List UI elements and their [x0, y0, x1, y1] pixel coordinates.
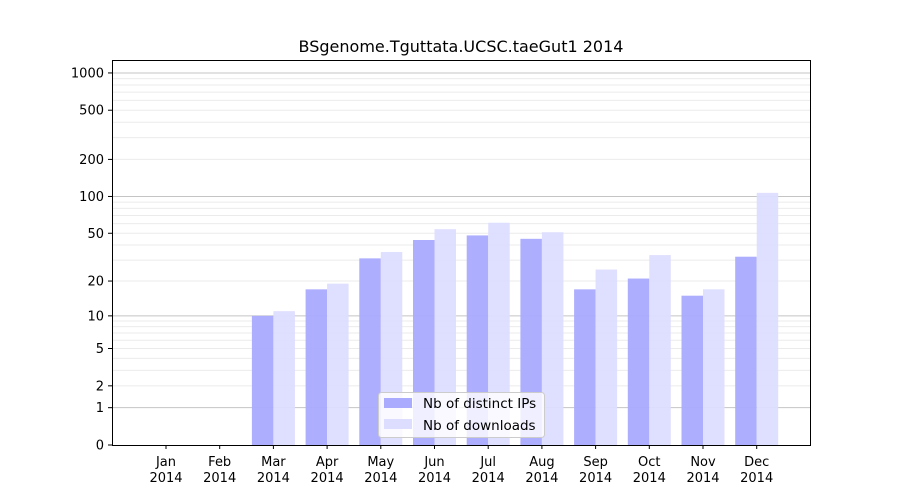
y-tick-label: 1 [96, 401, 104, 416]
bar-distinct-ips [359, 258, 381, 445]
x-tick-label-month: Oct [638, 455, 660, 470]
chart-title: BSgenome.Tguttata.UCSC.taeGut1 2014 [299, 37, 624, 56]
legend-label-downloads: Nb of downloads [423, 418, 536, 434]
bar-downloads [595, 269, 618, 445]
bar-distinct-ips [627, 278, 650, 445]
x-tick-label-year: 2014 [633, 471, 666, 486]
legend-label-ips: Nb of distinct IPs [423, 396, 536, 412]
y-tick-label: 50 [87, 227, 104, 242]
bar-downloads [273, 311, 295, 445]
y-tick-label: 1000 [71, 66, 104, 81]
bar-distinct-ips [251, 315, 274, 445]
bar-downloads [649, 255, 671, 445]
x-tick-label-year: 2014 [579, 471, 612, 486]
x-tick-label-year: 2014 [364, 471, 397, 486]
bar-downloads [434, 229, 456, 445]
y-tick-label: 5 [96, 342, 104, 357]
y-tick-label: 20 [87, 275, 104, 290]
bar-distinct-ips [681, 295, 703, 445]
y-tick-label: 10 [87, 309, 104, 324]
x-tick-label-month: Jul [479, 455, 496, 470]
x-tick-label-year: 2014 [311, 471, 344, 486]
bar-downloads [488, 222, 510, 445]
x-tick-label-year: 2014 [418, 471, 451, 486]
bar-downloads [541, 232, 564, 445]
bar-distinct-ips [574, 289, 596, 445]
x-tick-label-month: Jun [423, 455, 444, 470]
bar-distinct-ips [305, 289, 328, 445]
legend-swatch-ips [384, 398, 412, 408]
x-tick-label-month: Jan [155, 455, 176, 470]
legend-swatch-downloads [384, 419, 412, 429]
x-tick-label-year: 2014 [740, 471, 773, 486]
y-tick-label: 500 [79, 104, 104, 119]
x-tick-label-year: 2014 [203, 471, 236, 486]
x-tick-label-year: 2014 [149, 471, 182, 486]
bar-downloads [327, 283, 349, 445]
y-tick-label: 0 [96, 439, 104, 454]
x-tick-label-month: Mar [261, 455, 286, 470]
x-tick-label-year: 2014 [686, 471, 719, 486]
x-tick-label-month: Dec [744, 455, 769, 470]
plot-frame [112, 60, 811, 446]
x-tick-label-year: 2014 [472, 471, 505, 486]
x-tick-label-year: 2014 [257, 471, 290, 486]
x-tick-label-month: May [367, 455, 394, 470]
bar-downloads [756, 192, 779, 445]
x-tick-label-month: Apr [316, 455, 339, 470]
bar-distinct-ips [735, 256, 757, 445]
y-tick-label: 100 [79, 190, 104, 205]
y-tick-label: 2 [96, 379, 104, 394]
x-tick-label-year: 2014 [525, 471, 558, 486]
x-tick-label-month: Nov [690, 455, 716, 470]
x-tick-label-month: Sep [583, 455, 608, 470]
x-tick-label-month: Aug [529, 455, 554, 470]
x-tick-label-month: Feb [208, 455, 231, 470]
legend: Nb of distinct IPs Nb of downloads [378, 392, 545, 438]
bar-downloads [703, 289, 725, 445]
y-tick-label: 200 [79, 153, 104, 168]
